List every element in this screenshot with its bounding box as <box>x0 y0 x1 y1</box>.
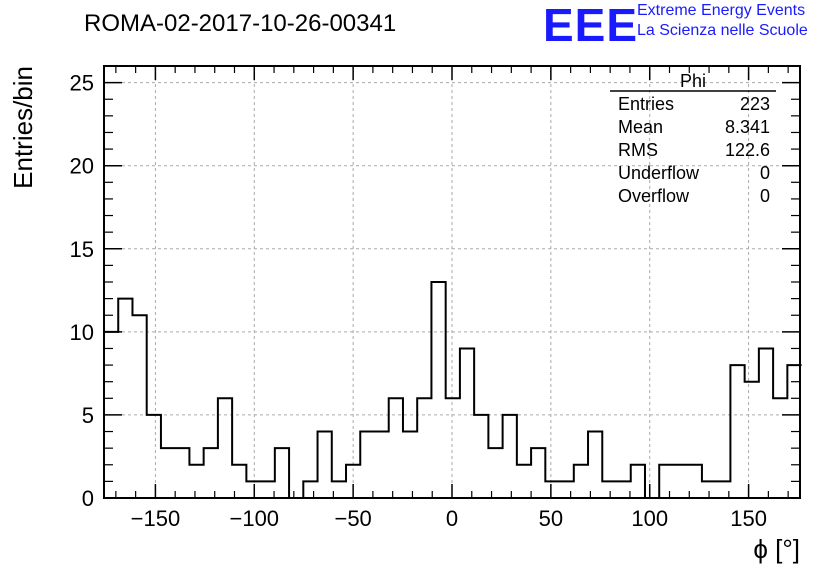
histogram-bin <box>118 299 132 498</box>
chart-title: ROMA-02-2017-10-26-00341 <box>84 10 397 37</box>
histogram-bin <box>460 348 474 498</box>
stats-box: Phi Entries 223 Mean 8.341 RMS 122.6 Underflow 0… <box>610 71 776 206</box>
x-tick-label: 0 <box>446 506 458 531</box>
histogram-bin <box>517 465 531 498</box>
histogram-bin <box>275 448 289 498</box>
histogram-bin <box>218 398 232 498</box>
histogram-bin <box>773 398 787 498</box>
histogram-bin <box>588 432 602 498</box>
histogram-bin <box>189 465 203 498</box>
histogram-bin <box>631 465 645 498</box>
x-axis-label: ϕ [°] <box>753 534 800 564</box>
x-tick-label: −150 <box>131 506 181 531</box>
histogram-bin <box>759 348 773 498</box>
histogram-bin <box>531 448 545 498</box>
logo-subtitle-line2: La Scienza nelle Scuole <box>637 22 808 39</box>
histogram-bin <box>617 481 631 498</box>
stats-row-value: 0 <box>760 163 770 183</box>
stats-row-value: 0 <box>760 186 770 206</box>
histogram-bin <box>574 465 588 498</box>
stats-row-label: Underflow <box>618 163 700 183</box>
tick-labels: −150 −100 −50 0 50 100 150 0 5 10 15 20 25 <box>70 71 767 531</box>
histogram-bin <box>745 382 759 498</box>
histogram-bin <box>602 481 616 498</box>
histogram-bin <box>246 481 260 498</box>
histogram-bin <box>474 415 488 498</box>
stats-row-value: 122.6 <box>725 140 770 160</box>
stats-row-value: 223 <box>740 94 770 114</box>
y-tick-label: 15 <box>70 237 94 262</box>
histogram-step-line <box>104 281 802 499</box>
eee-logo: EEE <box>543 0 639 51</box>
histogram-bin <box>545 481 559 498</box>
histogram-bin <box>147 415 161 498</box>
axis-ticks <box>104 66 800 499</box>
stats-row-value: 8.341 <box>725 117 770 137</box>
stats-row-label: Mean <box>618 117 663 137</box>
histogram-bin <box>730 365 744 498</box>
x-tick-label: 100 <box>631 506 668 531</box>
histogram-bin <box>318 432 332 498</box>
y-tick-label: 20 <box>70 154 94 179</box>
histogram-bin <box>659 465 673 498</box>
histogram-bin <box>673 465 687 498</box>
histogram-bin <box>488 448 502 498</box>
stats-row-label: RMS <box>618 140 658 160</box>
y-tick-label: 10 <box>70 320 94 345</box>
logo-subtitle-line1: Extreme Energy Events <box>637 2 806 19</box>
histogram-bin <box>403 432 417 498</box>
histogram-bin <box>431 282 445 498</box>
histogram-bin <box>261 481 275 498</box>
histogram-bin <box>204 448 218 498</box>
histogram-bin <box>303 481 317 498</box>
histogram-bin <box>161 448 175 498</box>
histogram-bin <box>389 398 403 498</box>
histogram-bin <box>446 398 460 498</box>
histogram-bin <box>560 481 574 498</box>
grid-lines <box>104 66 800 498</box>
x-tick-label: −50 <box>334 506 371 531</box>
stats-box-name: Phi <box>680 71 706 91</box>
stats-row-label: Overflow <box>618 186 690 206</box>
histogram-bin <box>360 432 374 498</box>
x-tick-label: −100 <box>229 506 279 531</box>
histogram-bin <box>503 415 517 498</box>
histogram-bin <box>417 398 431 498</box>
y-axis-label: Entries/bin <box>8 66 38 189</box>
y-tick-label: 5 <box>82 403 94 428</box>
y-tick-label: 0 <box>82 486 94 511</box>
histogram-bin <box>175 448 189 498</box>
stats-row-label: Entries <box>618 94 674 114</box>
histogram-bin <box>132 315 146 498</box>
histogram-series <box>104 281 802 499</box>
x-tick-label: 150 <box>730 506 767 531</box>
x-tick-label: 50 <box>539 506 563 531</box>
histogram-bin <box>374 432 388 498</box>
y-tick-label: 25 <box>70 71 94 96</box>
